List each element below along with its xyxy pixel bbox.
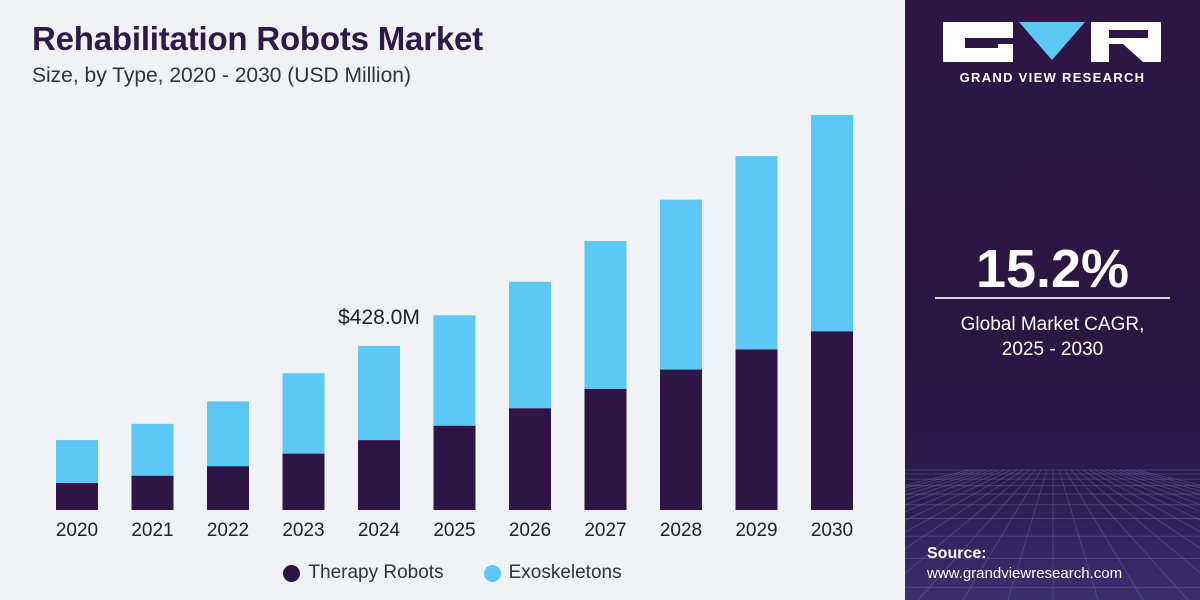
grid-line bbox=[1082, 469, 1200, 549]
bar-exoskeletons-2028 bbox=[660, 199, 702, 370]
x-tick-label-2030: 2030 bbox=[811, 520, 853, 541]
chart-subtitle: Size, by Type, 2020 - 2030 (USD Million) bbox=[32, 64, 411, 87]
bar-therapy-robots-2028 bbox=[660, 369, 702, 510]
grid-line bbox=[1118, 469, 1200, 495]
grid-line bbox=[1130, 469, 1200, 489]
bar-exoskeletons-2029 bbox=[735, 156, 778, 350]
bar-therapy-robots-2023 bbox=[282, 453, 325, 510]
bar-chart: 2020 2021 2022 2023 2024 2025 2026 2027 2028 2029… bbox=[56, 115, 853, 541]
legend-item-exoskeletons: Exoskeletons bbox=[483, 562, 622, 584]
x-tick-label-2026: 2026 bbox=[509, 520, 551, 541]
bar-exoskeletons-2023 bbox=[282, 373, 325, 454]
bar-therapy-robots-2027 bbox=[584, 388, 627, 510]
legend-item-therapy-robots: Therapy Robots bbox=[283, 562, 444, 584]
grand-view-research-logo bbox=[943, 22, 1161, 62]
grid-line bbox=[905, 469, 988, 496]
grid-line bbox=[1136, 469, 1200, 486]
bar-therapy-robots-2022 bbox=[207, 466, 249, 510]
grid-line bbox=[1058, 469, 1099, 600]
bar-therapy-robots-2020 bbox=[56, 483, 98, 510]
grid-line bbox=[1106, 469, 1200, 505]
cagr-label-line2: 2025 - 2030 bbox=[1001, 339, 1104, 360]
grid-line bbox=[905, 469, 1018, 533]
bar-therapy-robots-2021 bbox=[131, 475, 174, 510]
legend-label-exoskeletons: Exoskeletons bbox=[508, 562, 622, 583]
bar-exoskeletons-2026 bbox=[509, 281, 551, 409]
x-tick-label-2023: 2023 bbox=[282, 520, 324, 541]
source-url[interactable]: www.grandviewresearch.com bbox=[927, 565, 1123, 582]
info-sidebar: GRAND VIEW RESEARCH 15.2% Global Market … bbox=[905, 0, 1200, 600]
grid-line bbox=[905, 469, 1000, 506]
chart-legend: Therapy Robots Exoskeletons bbox=[0, 562, 905, 584]
legend-swatch-exoskeletons bbox=[483, 564, 501, 582]
grid-line bbox=[1112, 469, 1200, 500]
grid-line bbox=[1064, 469, 1144, 600]
cagr-value: 15.2% bbox=[975, 239, 1130, 299]
grid-line bbox=[1094, 469, 1200, 521]
brand-name: GRAND VIEW RESEARCH bbox=[959, 70, 1146, 85]
x-tick-label-2022: 2022 bbox=[207, 520, 249, 541]
x-tick-label-2028: 2028 bbox=[660, 520, 702, 541]
bar-therapy-robots-2030 bbox=[811, 331, 853, 510]
cagr-label: Global Market CAGR, 2025 - 2030 bbox=[905, 312, 1200, 362]
grid-line bbox=[905, 469, 1030, 574]
grid-line bbox=[905, 469, 1024, 550]
cagr-divider bbox=[935, 297, 1170, 299]
x-tick-label-2020: 2020 bbox=[56, 520, 98, 541]
grid-line bbox=[905, 469, 994, 500]
bar-exoskeletons-2025 bbox=[433, 315, 476, 426]
bar-exoskeletons-2024 bbox=[358, 345, 400, 441]
bar-exoskeletons-2022 bbox=[207, 401, 249, 467]
bar-exoskeletons-2020 bbox=[56, 440, 98, 484]
grid-line bbox=[1100, 469, 1200, 512]
bar-therapy-robots-2029 bbox=[735, 349, 778, 510]
bar-therapy-robots-2024 bbox=[358, 440, 400, 510]
x-tick-label-2025: 2025 bbox=[433, 520, 475, 541]
x-tick-label-2027: 2027 bbox=[584, 520, 626, 541]
grid-line bbox=[917, 469, 1036, 600]
bar-exoskeletons-2027 bbox=[584, 241, 627, 389]
chart-title: Rehabilitation Robots Market bbox=[32, 20, 483, 57]
legend-label-therapy-robots: Therapy Robots bbox=[308, 562, 444, 583]
grid-line bbox=[1070, 469, 1189, 600]
data-label-2024: $428.0M bbox=[338, 306, 420, 329]
grid-line bbox=[905, 469, 1006, 513]
bar-exoskeletons-2021 bbox=[131, 423, 174, 476]
x-tick-label-2021: 2021 bbox=[131, 520, 173, 541]
bar-therapy-robots-2025 bbox=[433, 425, 476, 510]
source-label: Source: bbox=[927, 545, 987, 562]
grid-line bbox=[1007, 469, 1048, 600]
source-block: Source: www.grandviewresearch.com bbox=[927, 545, 1122, 582]
grid-line bbox=[1076, 469, 1200, 574]
legend-swatch-therapy-robots bbox=[283, 564, 301, 582]
decorative-grid-background bbox=[905, 469, 1200, 600]
cagr-label-line1: Global Market CAGR, bbox=[960, 314, 1145, 335]
x-tick-label-2029: 2029 bbox=[735, 520, 777, 541]
grid-line bbox=[905, 469, 1012, 521]
chart-panel: Rehabilitation Robots Market Size, by Ty… bbox=[0, 0, 905, 600]
grid-line bbox=[962, 469, 1042, 600]
bar-therapy-robots-2026 bbox=[509, 408, 551, 510]
grid-line bbox=[1088, 469, 1200, 533]
x-tick-label-2024: 2024 bbox=[358, 520, 401, 541]
bar-exoskeletons-2030 bbox=[811, 115, 853, 332]
